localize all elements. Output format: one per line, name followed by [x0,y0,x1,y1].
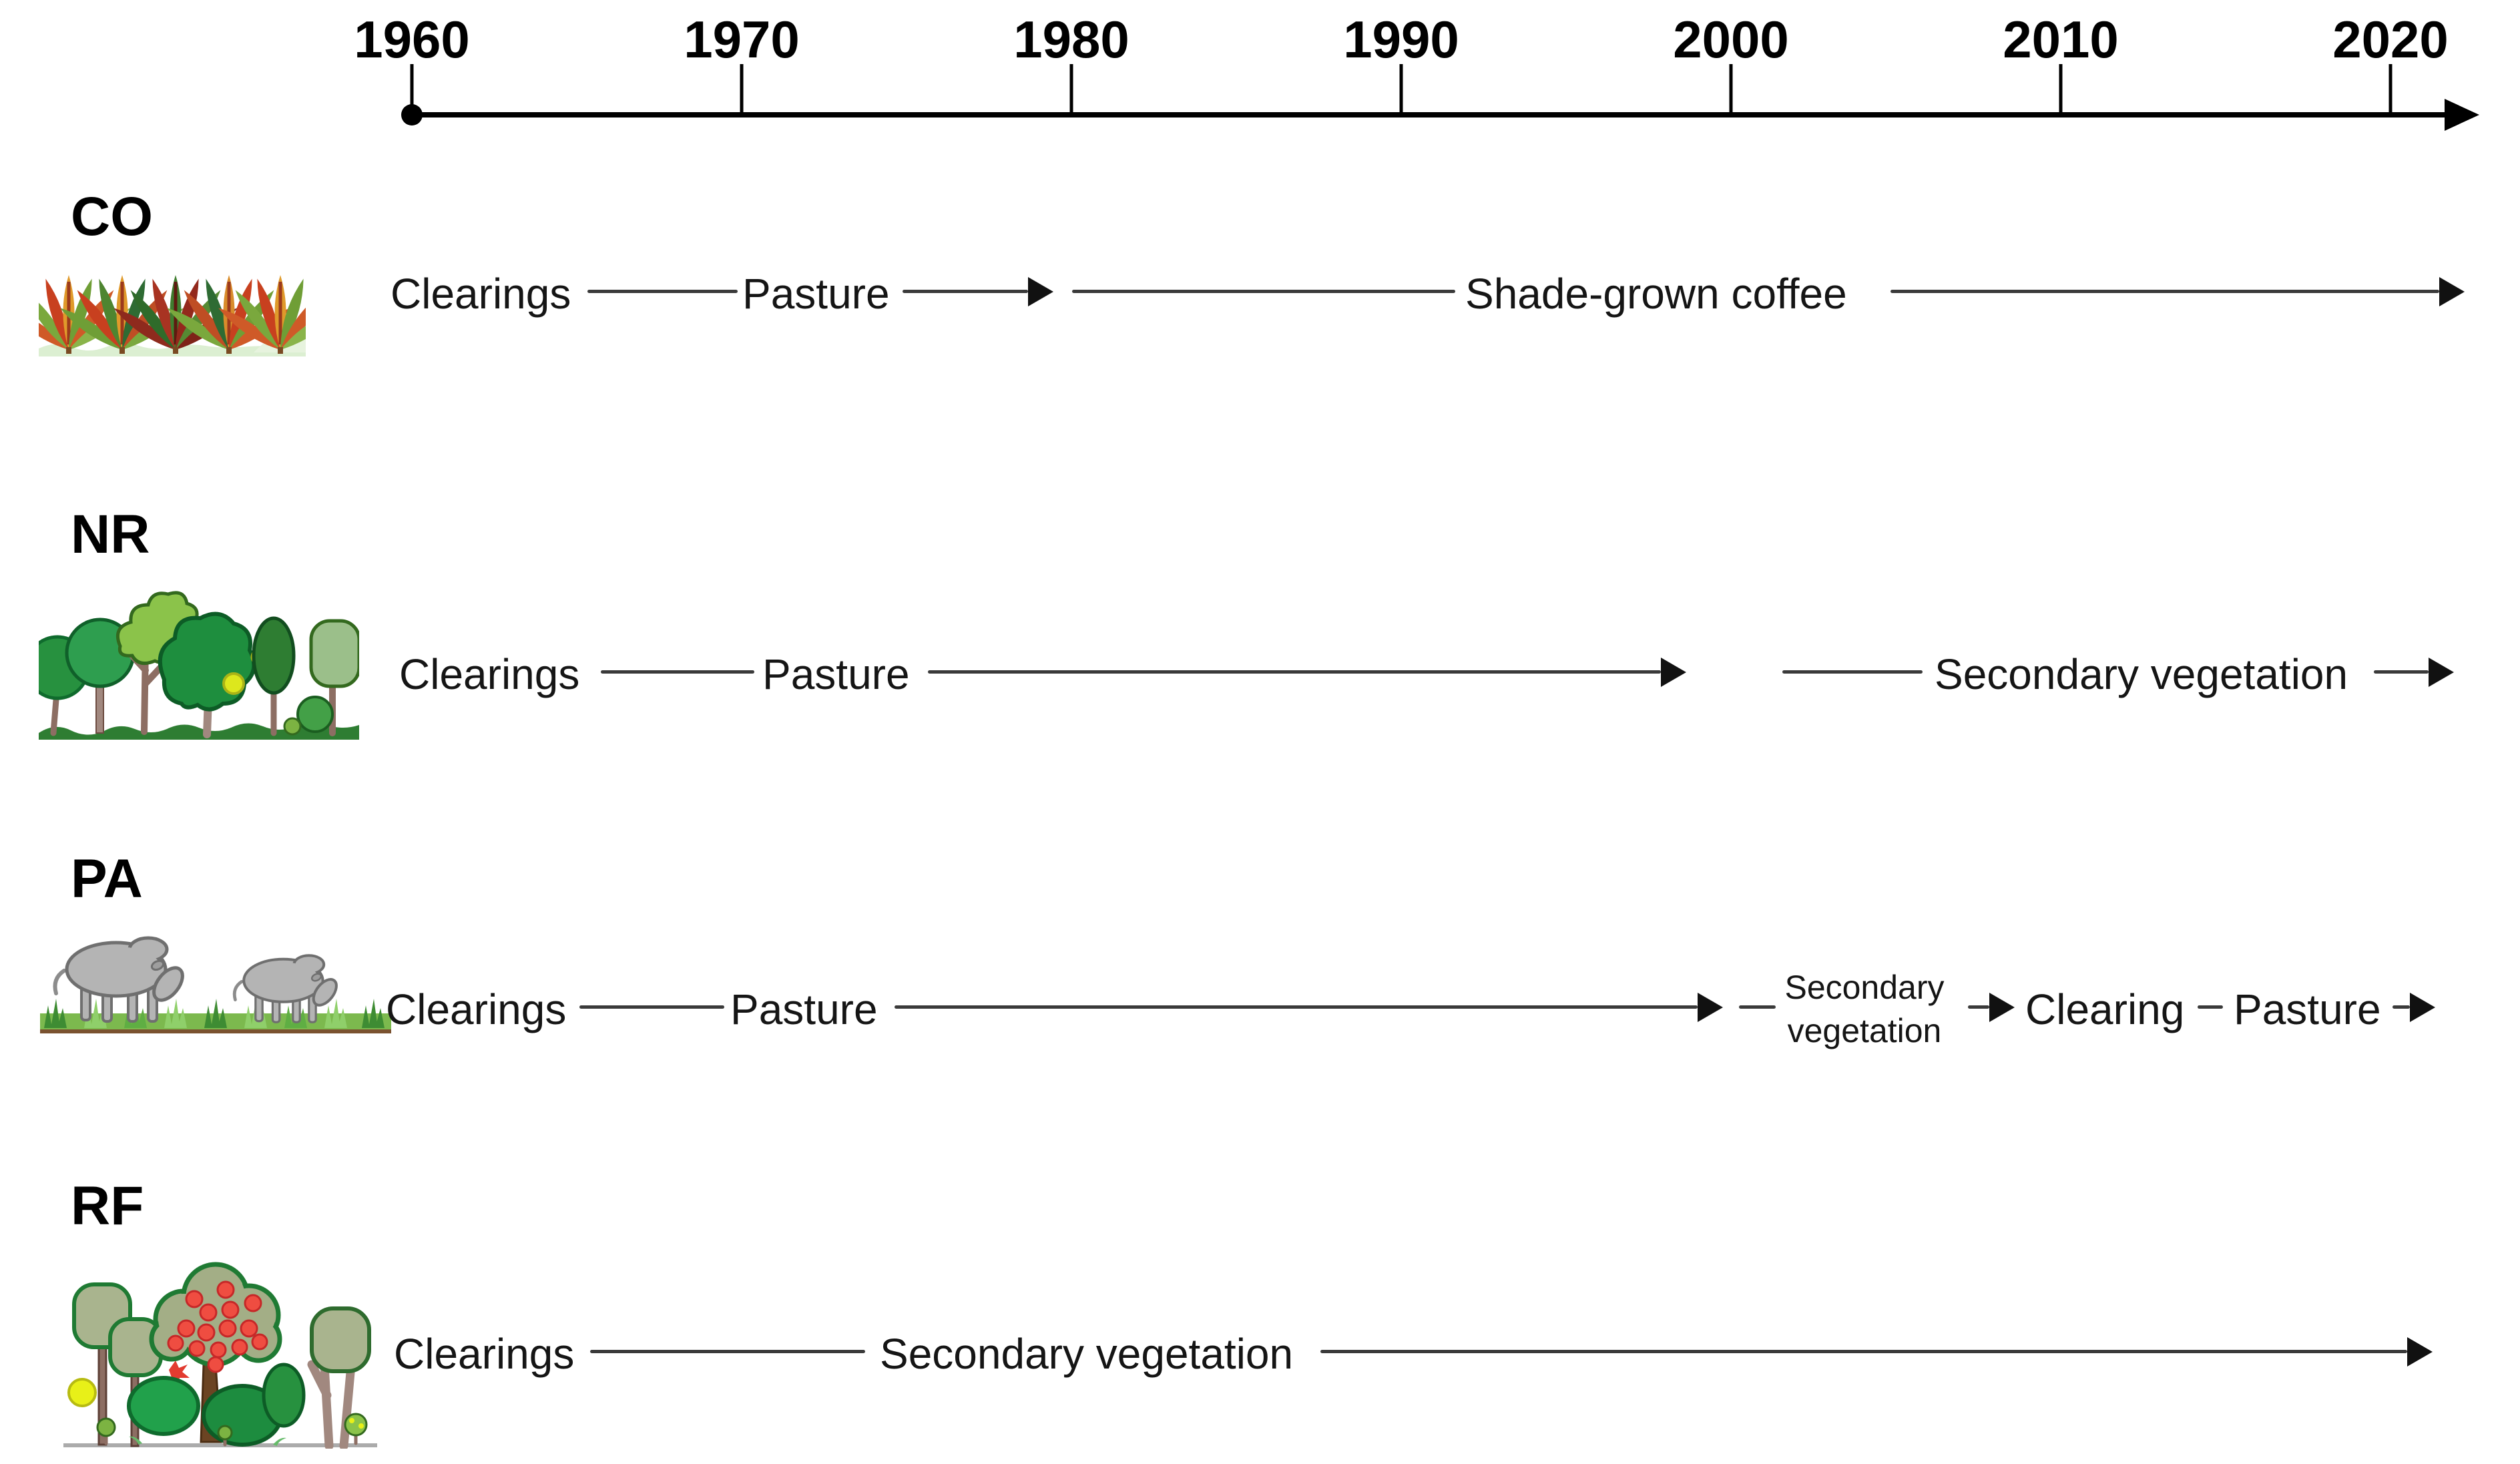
connector-line [1739,1005,1776,1009]
axis-ticks [410,64,2392,115]
connector-line [587,290,738,293]
connector-line [590,1350,865,1353]
stage-label: Clearings [399,650,580,698]
connector-line [579,1005,724,1009]
row-label: NR [71,504,150,565]
stage-label: Clearings [386,985,567,1033]
stage-label: Clearing [2025,985,2185,1033]
grazing-cattle-illustration [40,928,391,1033]
connector-line [2374,670,2429,674]
arrow-head [1028,277,1053,306]
arrow-head [2439,277,2465,306]
stage-label: Pasture [2234,985,2381,1033]
arrow-head [1698,993,1723,1022]
year-label: 1980 [1013,10,1129,69]
year-label: 1970 [684,10,800,69]
connector-line [601,670,754,674]
year-label: 1960 [354,10,470,69]
stage-label: Secondary vegetation [1935,650,2348,698]
stage-label-stacked: Secondary vegetation [1768,966,1961,1053]
arrow-head [1989,993,2015,1022]
year-label: 1990 [1343,10,1459,69]
connector-line [895,1005,1698,1009]
arrow-head [1661,658,1686,687]
stage-label-line2: vegetation [1787,1012,1942,1049]
axis-arrow-head [2445,99,2479,131]
connector-line [2198,1005,2223,1009]
connector-line [903,290,1028,293]
arrow-head [2429,658,2454,687]
stage-label: Pasture [730,985,878,1033]
stage-label: Clearings [391,270,571,318]
row-label: PA [71,848,143,909]
connector-line [2392,1005,2410,1009]
year-label: 2010 [2003,10,2119,69]
timeline-axis [401,64,2479,131]
stage-label: Pasture [762,650,910,698]
regenerating-forest-illustration [39,591,359,740]
connector-line [928,670,1661,674]
arrow-head [2410,993,2435,1022]
row-label: CO [71,186,153,247]
connector-line [1782,670,1923,674]
arrow-head [2407,1337,2433,1367]
year-label: 2000 [1673,10,1789,69]
mature-forest-illustration [63,1262,377,1449]
connector-line [1968,1005,1989,1009]
coffee-shrubs-illustration [39,275,306,356]
stage-label: Clearings [394,1330,575,1378]
stage-label-line1: Secondary [1784,969,1945,1006]
stage-label: Pasture [742,270,890,318]
stage-label: Secondary vegetation [880,1330,1294,1378]
connector-line [1072,290,1455,293]
year-label: 2020 [2332,10,2449,69]
row-label: RF [71,1176,144,1236]
connector-line [1320,1350,2407,1353]
connector-line [1891,290,2439,293]
stage-label: Shade-grown coffee [1465,270,1847,318]
